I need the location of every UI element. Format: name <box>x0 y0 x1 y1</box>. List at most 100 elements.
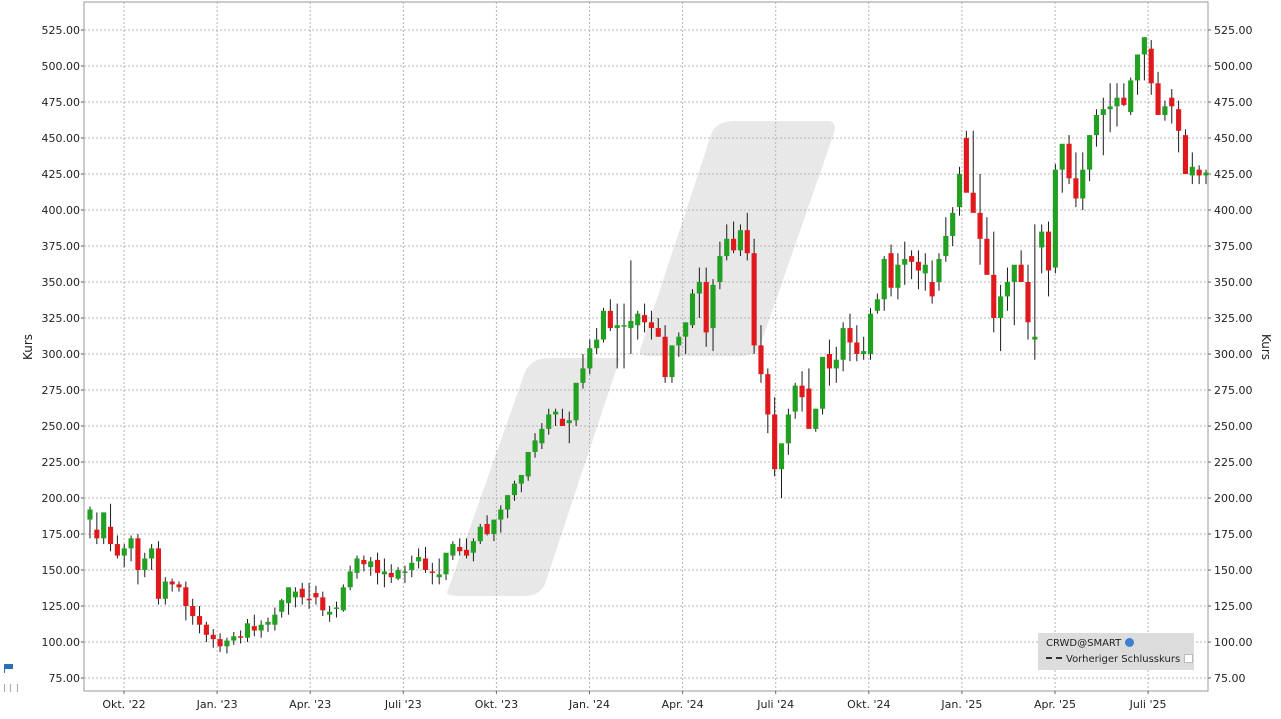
candle-body-up <box>244 623 251 638</box>
candle-body-down <box>1073 178 1079 199</box>
candle-body-up <box>532 440 538 452</box>
candle-body-down <box>1176 109 1182 131</box>
legend-entry-previous-close[interactable]: Vorheriger Schlusskurs <box>1046 654 1194 665</box>
checkbox-icon[interactable] <box>1184 654 1194 663</box>
candle-body-down <box>306 598 312 601</box>
y-tick-label-right: 450.00 <box>1214 132 1253 145</box>
candle-body-up <box>1141 37 1147 55</box>
candle-body-up <box>1032 336 1038 340</box>
legend-title: CRWD@SMART <box>1046 638 1135 649</box>
globe-icon <box>1125 638 1135 647</box>
y-tick-label-right: 125.00 <box>1214 600 1253 613</box>
y-tick-label-left: 200.00 <box>42 492 81 505</box>
candle-body-up <box>785 414 791 444</box>
candle-body-up <box>368 561 374 568</box>
y-tick-label-right: 275.00 <box>1214 384 1253 397</box>
y-tick-label-left: 300.00 <box>42 348 81 361</box>
y-axis-title-right: Kurs <box>1259 334 1273 360</box>
dashed-line-icon <box>1046 657 1062 659</box>
candle-body-up <box>409 562 415 570</box>
flag-icon[interactable] <box>4 664 14 678</box>
candle-body-down <box>977 212 983 239</box>
y-tick-label-left: 275.00 <box>42 384 81 397</box>
candle-body-up <box>1087 135 1093 170</box>
candle-body-up <box>279 600 285 612</box>
candle-body-down <box>607 310 613 329</box>
candle-body-down <box>217 639 223 647</box>
candle-body-up <box>936 258 942 282</box>
candle-body-up <box>956 174 963 208</box>
candle-body-down <box>1066 143 1072 179</box>
candle-body-up <box>874 299 880 311</box>
candle-body-up <box>381 571 387 575</box>
candle-body-up <box>162 581 168 599</box>
candle-body-up <box>840 328 846 360</box>
candle-body-up <box>450 544 456 556</box>
candle-body-up <box>813 408 819 429</box>
candle-body-down <box>847 328 853 343</box>
candle-body-down <box>1155 83 1161 115</box>
candle-body-down <box>1148 48 1154 84</box>
y-tick-label-left: 325.00 <box>42 312 81 325</box>
candle-body-down <box>915 261 922 271</box>
candle-body-up <box>614 325 620 329</box>
candle-body-down <box>429 571 435 573</box>
candle-body-up <box>566 420 572 424</box>
candle-body-down <box>772 414 778 470</box>
candle-body-up <box>511 483 518 496</box>
flag-shape <box>5 664 13 669</box>
candle-body-down <box>251 626 257 631</box>
candle-body-up <box>1128 80 1134 113</box>
candle-body-down <box>196 616 203 625</box>
y-tick-label-right: 300.00 <box>1214 348 1253 361</box>
x-tick-label: Juli '24 <box>756 698 794 711</box>
candle-body-up <box>683 322 689 337</box>
candle-body-up <box>231 636 237 641</box>
candle-body-down <box>1169 97 1175 107</box>
y-tick-label-left: 75.00 <box>49 672 81 685</box>
y-tick-label-left: 425.00 <box>42 168 81 181</box>
candle-body-down <box>238 636 244 638</box>
candle-body-up <box>265 621 271 625</box>
candle-body-down <box>422 558 429 570</box>
y-tick-label-left: 525.00 <box>42 24 81 37</box>
candle-body-up <box>498 509 504 520</box>
candle-body-up <box>443 552 449 575</box>
column-toggle-icon[interactable] <box>4 684 18 692</box>
candle-body-down <box>1182 135 1189 174</box>
candle-body-up <box>327 611 333 615</box>
candle-body-up <box>600 310 607 340</box>
candle-body-up <box>505 495 511 510</box>
y-tick-label-left: 375.00 <box>42 240 81 253</box>
y-tick-label-right: 75.00 <box>1214 672 1246 685</box>
candle-body-up <box>258 624 264 631</box>
candle-body-up <box>546 414 552 429</box>
y-axis-left: 75.00 100.00 125.00 150.00 175.00 200.00 225.0… <box>42 24 84 685</box>
y-tick-label-left: 500.00 <box>42 60 81 73</box>
candle-body-down <box>299 588 305 598</box>
candle-body-up <box>491 519 497 534</box>
candle-body-down <box>155 548 162 599</box>
candle-body-up <box>285 587 292 604</box>
candle-body-down <box>484 523 490 534</box>
candle-body-up <box>1011 264 1017 282</box>
candle-body-up <box>724 238 730 257</box>
candle-body-up <box>573 382 579 421</box>
candle-body-up <box>539 428 545 444</box>
candle-body-up <box>881 258 887 300</box>
candle-body-down <box>991 274 997 318</box>
candle-body-up <box>354 558 360 573</box>
candle-body-up <box>1107 106 1113 110</box>
candle-body-up <box>676 336 682 346</box>
y-tick-label-right: 325.00 <box>1214 312 1253 325</box>
y-tick-label-left: 350.00 <box>42 276 81 289</box>
y-tick-label-left: 250.00 <box>42 420 81 433</box>
candle-body-down <box>169 581 175 585</box>
candle-body-down <box>374 559 381 573</box>
x-tick-label: Apr. '24 <box>662 698 704 711</box>
candle-body-up <box>689 293 696 326</box>
candle-body-up <box>1052 169 1058 268</box>
candle-body-up <box>580 368 586 383</box>
watermark-shape-upper <box>639 121 835 356</box>
